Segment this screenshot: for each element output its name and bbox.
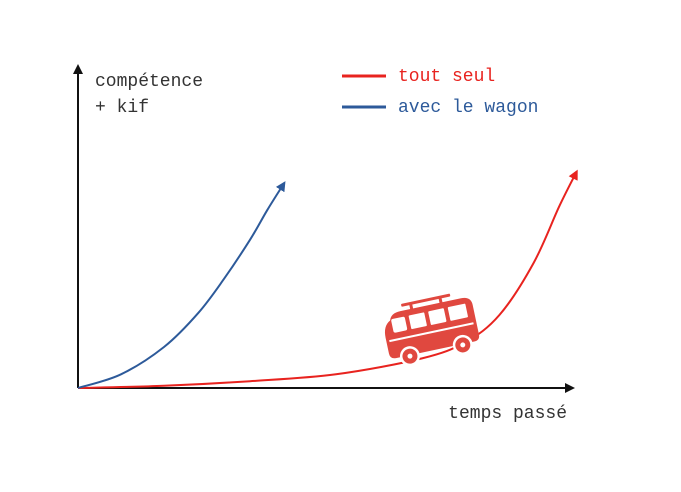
series-line-tout-seul (77, 169, 578, 389)
y-axis-label-line-1: compétence (95, 72, 203, 92)
y-axis-label-line-2: + kif (95, 98, 149, 118)
x-axis-label: temps passé (448, 404, 567, 424)
series-layer (77, 169, 578, 389)
legend-label-avec-le-wagon: avec le wagon (398, 98, 538, 118)
legend-label-tout-seul: tout seul (398, 67, 495, 87)
legend: tout seul avec le wagon (342, 67, 538, 118)
series-line-avec-le-wagon (77, 181, 286, 389)
van-icon (384, 293, 480, 367)
